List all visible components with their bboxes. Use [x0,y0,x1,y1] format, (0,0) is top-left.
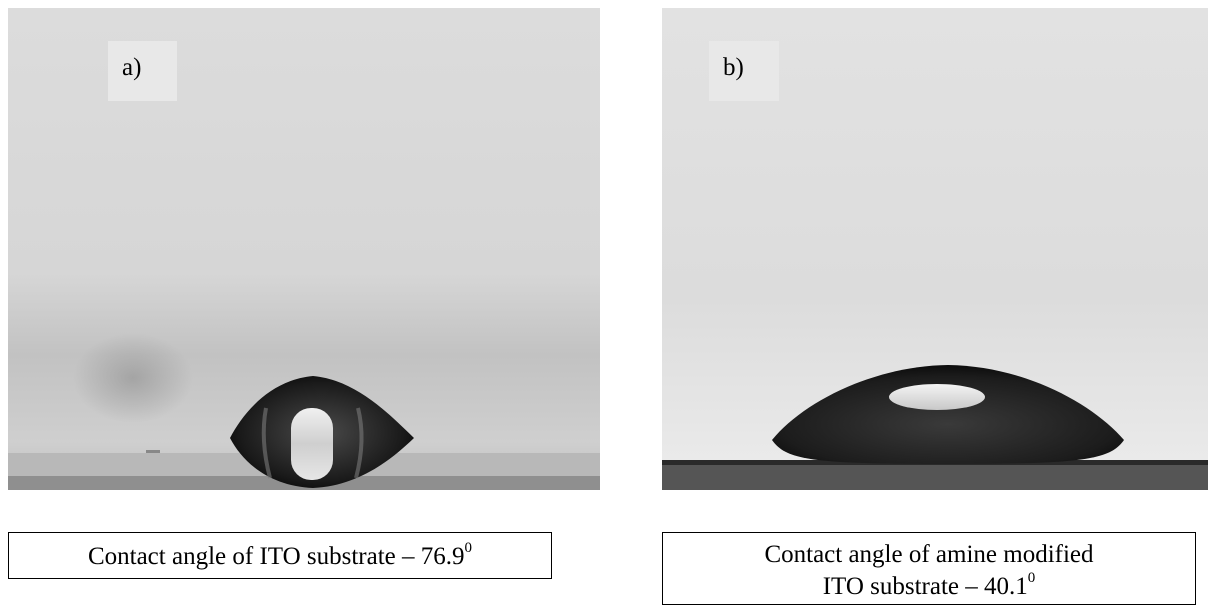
droplet-image-b [662,8,1208,490]
caption-a-degree: 0 [464,540,473,556]
caption-b-degree: 0 [1027,569,1036,586]
caption-b-line2: ITO substrate – 40.10 [663,569,1195,603]
droplet-photo-a: a) [8,8,600,490]
panel-label-a: a) [108,41,177,101]
caption-a: Contact angle of ITO substrate – 76.90 [8,532,552,579]
caption-a-text: Contact angle of ITO substrate – 76.9 [87,543,465,570]
caption-b: Contact angle of amine modified ITO subs… [662,532,1196,605]
droplet-image-a [8,8,600,490]
droplet-photo-b: b) [662,8,1208,490]
caption-b-line1: Contact angle of amine modified [764,541,1094,568]
caption-b-line2-text: ITO substrate – 40.1 [822,572,1028,600]
panel-label-b: b) [709,41,779,101]
